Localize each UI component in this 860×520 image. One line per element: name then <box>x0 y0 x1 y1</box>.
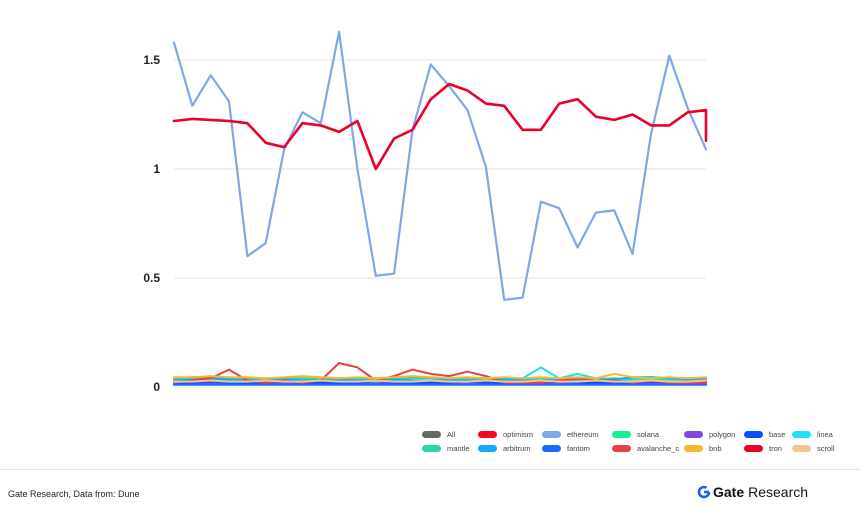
line-chart: 00.511.5Jun 1stJun 8thJun 15thJun 22nd <box>143 30 708 394</box>
legend-swatch <box>792 445 811 452</box>
legend-label: base <box>769 430 786 439</box>
series-line-bnb <box>173 372 707 380</box>
legend-item-All[interactable]: All <box>422 430 478 439</box>
legend-label: scroll <box>817 444 835 453</box>
legend-swatch <box>478 445 497 452</box>
y-tick-label: 0 <box>153 380 160 394</box>
brand-gate-text: Gate <box>713 484 745 500</box>
legend-item-avalanche-c[interactable]: avalanche_c <box>612 444 684 453</box>
gate-logo-icon <box>697 485 711 499</box>
chart-legend: All optimism ethereum solana polygon base line… <box>422 430 852 453</box>
legend-label: bnb <box>709 444 722 453</box>
legend-label: mantle <box>447 444 470 453</box>
brand-research-text: Research <box>748 484 809 500</box>
legend-swatch <box>612 431 631 438</box>
legend-item-scroll[interactable]: scroll <box>792 444 840 453</box>
gate-research-brand: Gate Research <box>697 484 808 500</box>
legend-swatch <box>542 431 561 438</box>
legend-swatch <box>744 445 763 452</box>
legend-item-mantle[interactable]: mantle <box>422 444 478 453</box>
legend-label: ethereum <box>567 430 599 439</box>
legend-swatch <box>542 445 561 452</box>
legend-label: All <box>447 430 456 439</box>
legend-swatch <box>612 445 631 452</box>
legend-item-ethereum[interactable]: ethereum <box>542 430 612 439</box>
y-tick-label: 1 <box>153 162 160 176</box>
series-line-ethereum <box>172 30 708 301</box>
legend-item-linea[interactable]: linea <box>792 430 840 439</box>
legend-label: avalanche_c <box>637 444 680 453</box>
series-line-scroll <box>173 379 707 383</box>
legend-item-arbitrum[interactable]: arbitrum <box>478 444 542 453</box>
legend-item-base[interactable]: base <box>744 430 792 439</box>
legend-label: fantom <box>567 444 590 453</box>
legend-item-tron[interactable]: tron <box>744 444 792 453</box>
legend-swatch <box>792 431 811 438</box>
legend-label: optimism <box>503 430 534 439</box>
legend-swatch <box>684 431 703 438</box>
footer-divider <box>0 469 860 470</box>
legend-item-solana[interactable]: solana <box>612 430 684 439</box>
legend-item-fantom[interactable]: fantom <box>542 444 612 453</box>
legend-swatch <box>422 445 441 452</box>
series-line-tron <box>172 82 708 171</box>
y-tick-label: 1.5 <box>143 53 160 67</box>
legend-swatch <box>478 431 497 438</box>
legend-label: arbitrum <box>503 444 531 453</box>
data-source-label: Gate Research, Data from: Dune <box>8 489 140 499</box>
legend-label: polygon <box>709 430 736 439</box>
legend-item-polygon[interactable]: polygon <box>684 430 744 439</box>
legend-label: linea <box>817 430 833 439</box>
legend-swatch <box>744 431 763 438</box>
legend-label: tron <box>769 444 782 453</box>
y-tick-label: 0.5 <box>143 271 160 285</box>
legend-item-bnb[interactable]: bnb <box>684 444 744 453</box>
legend-item-optimism[interactable]: optimism <box>478 430 542 439</box>
legend-swatch <box>422 431 441 438</box>
legend-swatch <box>684 445 703 452</box>
legend-label: solana <box>637 430 660 439</box>
